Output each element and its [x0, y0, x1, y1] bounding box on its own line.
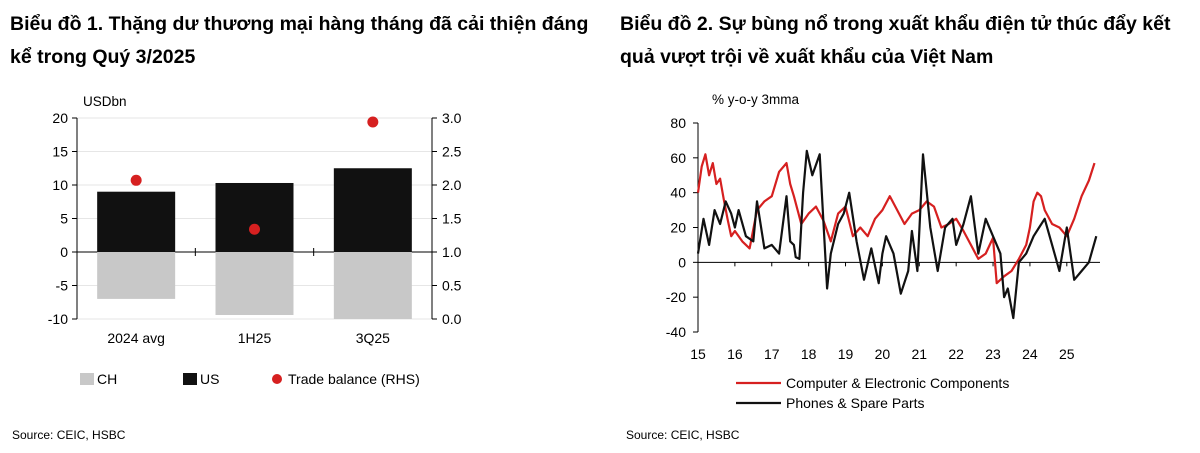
bar-ch	[333, 252, 412, 319]
y-tick-label: 20	[52, 110, 68, 126]
chart-1-svg: 20 15 10 5 0 -5 -10 3.0 2.5 2.0 1.5 1.0 0.5 0.0 USDbn 2…	[48, 94, 462, 387]
y-tick-label: 20	[670, 220, 686, 236]
x-tick-label: 25	[1059, 346, 1075, 362]
y-tick-label: 10	[52, 177, 68, 193]
y-axis-label: USDbn	[83, 94, 127, 109]
x-tick-label: 22	[948, 346, 964, 362]
series-line-phones-spare-parts	[696, 149, 1098, 320]
x-tick-label: 16	[727, 346, 743, 362]
bar-us	[215, 182, 294, 252]
legend-swatch	[80, 373, 94, 385]
x-tick-label: 15	[690, 346, 706, 362]
y-tick-label: 60	[670, 150, 686, 166]
legend-label: Trade balance (RHS)	[288, 371, 420, 387]
y-axis-label: % y-o-y 3mma	[712, 92, 800, 107]
x-tick-label: 1H25	[238, 330, 272, 346]
chart-panel-2: Biểu đồ 2. Sự bùng nổ trong xuất khẩu đi…	[600, 0, 1200, 453]
chart-1-title: Biểu đồ 1. Thặng dư thương mại hàng thán…	[10, 13, 589, 68]
legend-label: Phones & Spare Parts	[786, 395, 925, 411]
y2-tick-label: 3.0	[442, 110, 462, 126]
x-tick-label: 3Q25	[356, 330, 390, 346]
y-tick-label: 0	[678, 254, 686, 270]
legend-label: US	[200, 371, 219, 387]
legend-swatch	[272, 374, 282, 384]
y-tick-label: -20	[666, 289, 686, 305]
x-tick-label: 17	[764, 346, 780, 362]
chart-panel-1: Biểu đồ 1. Thặng dư thương mại hàng thán…	[10, 13, 589, 442]
y2-tick-label: 2.0	[442, 177, 462, 193]
y-tick-label: -5	[56, 278, 69, 294]
x-tick-label: 24	[1022, 346, 1038, 362]
bar-us	[333, 168, 412, 252]
y2-tick-label: 0.5	[442, 278, 462, 294]
y-tick-label: 15	[52, 144, 68, 160]
legend-label: CH	[97, 371, 117, 387]
y-tick-label: 5	[60, 211, 68, 227]
trade-balance-point	[130, 174, 142, 186]
y-tick-label: 80	[670, 115, 686, 131]
x-tick-label: 20	[875, 346, 891, 362]
x-tick-label: 19	[838, 346, 854, 362]
bar-us	[97, 191, 176, 252]
trade-balance-point	[367, 116, 379, 128]
trade-balance-point	[249, 223, 260, 235]
y2-tick-label: 1.5	[442, 211, 462, 227]
y2-tick-label: 1.0	[442, 244, 462, 260]
chart-2-svg: 80 60 40 20 0 -20 -40 % y-o-y 3mma 15 16 17 18 19 20 2…	[666, 92, 1100, 411]
chart-2-source: Source: CEIC, HSBC	[626, 428, 740, 442]
y2-tick-label: 0.0	[442, 311, 462, 327]
y-tick-label: -10	[48, 311, 68, 327]
x-tick-label: 23	[985, 346, 1001, 362]
x-tick-label: 18	[801, 346, 817, 362]
chart-2-title: Biểu đồ 2. Sự bùng nổ trong xuất khẩu đi…	[620, 13, 1171, 68]
x-tick-label: 21	[911, 346, 927, 362]
bar-ch	[215, 252, 294, 315]
y-tick-label: 40	[670, 185, 686, 201]
x-tick-label: 2024 avg	[107, 330, 165, 346]
series-line-computer-electronic	[696, 153, 1096, 285]
legend-label: Computer & Electronic Components	[786, 375, 1009, 391]
legend-swatch	[183, 373, 197, 385]
y-tick-label: -40	[666, 324, 686, 340]
y-tick-label: 0	[60, 244, 68, 260]
chart-1-source: Source: CEIC, HSBC	[12, 428, 126, 442]
bar-ch	[97, 252, 176, 299]
y2-tick-label: 2.5	[442, 144, 462, 160]
